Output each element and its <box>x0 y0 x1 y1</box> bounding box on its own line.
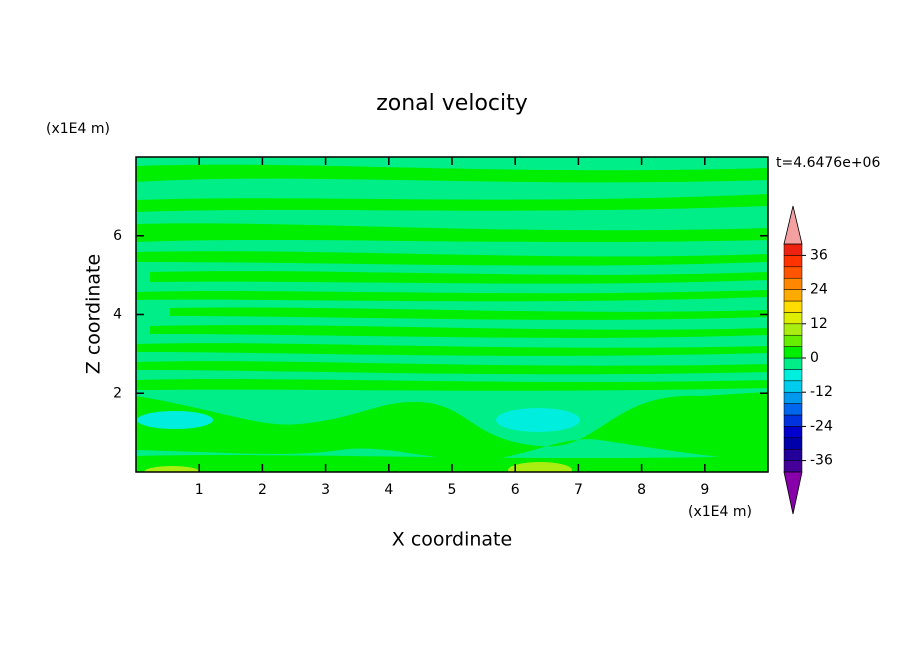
x-tick-label: 7 <box>574 482 583 498</box>
chart-title: zonal velocity <box>376 91 528 116</box>
colorbar-tick-label: -24 <box>810 418 833 434</box>
y-tick-label: 6 <box>113 228 122 244</box>
colorbar-tick-label: 0 <box>810 350 819 366</box>
colorbar-tick-label: -12 <box>810 384 833 400</box>
colorbar-box <box>783 414 803 427</box>
colorbar-tick-label: 24 <box>810 282 828 298</box>
x-tick-label: 6 <box>511 482 520 498</box>
colorbar-box <box>783 460 803 473</box>
colorbar-box <box>783 255 803 268</box>
colorbar-tick-label: 36 <box>810 247 828 263</box>
y-unit: (x1E4 m) <box>46 121 110 137</box>
colorbar-tick-label: -36 <box>810 453 833 469</box>
contour-regions <box>137 408 580 432</box>
x-tick-label: 3 <box>321 482 330 498</box>
colorbar-box <box>783 243 803 256</box>
colorbar-box <box>783 277 803 290</box>
contour-regions <box>136 164 768 472</box>
x-tick-label: 8 <box>637 482 646 498</box>
x-unit: (x1E4 m) <box>688 504 752 520</box>
contour-regions <box>144 462 572 472</box>
colorbar-box <box>783 266 803 279</box>
x-axis-label: X coordinate <box>392 529 512 551</box>
contour-field <box>136 157 768 472</box>
x-tick-label: 4 <box>384 482 393 498</box>
colorbar-box <box>783 346 803 359</box>
colorbar-box <box>783 426 803 439</box>
colorbar-box <box>783 369 803 382</box>
x-tick-label: 1 <box>195 482 204 498</box>
time-label: t=4.6476e+06 <box>776 155 880 171</box>
colorbar-box <box>783 357 803 370</box>
colorbar-box <box>783 391 803 404</box>
colorbar-box <box>783 380 803 393</box>
colorbar-box <box>783 437 803 450</box>
x-tick-label: 5 <box>448 482 457 498</box>
colorbar-tick-label: 12 <box>810 316 828 332</box>
y-tick-label: 4 <box>113 307 122 323</box>
colorbar-box <box>783 312 803 325</box>
colorbar-box <box>783 289 803 302</box>
colorbar-box <box>783 403 803 416</box>
colorbar-box <box>783 334 803 347</box>
y-axis-label: Z coordinate <box>83 254 105 374</box>
y-tick-label: 2 <box>113 385 122 401</box>
colorbar-box <box>783 300 803 313</box>
colorbar-extend-low <box>783 471 803 515</box>
x-tick-label: 9 <box>700 482 709 498</box>
colorbar-box <box>783 448 803 461</box>
x-tick-label: 2 <box>258 482 267 498</box>
colorbar-box <box>783 323 803 336</box>
colorbar-extend-high <box>783 205 803 245</box>
